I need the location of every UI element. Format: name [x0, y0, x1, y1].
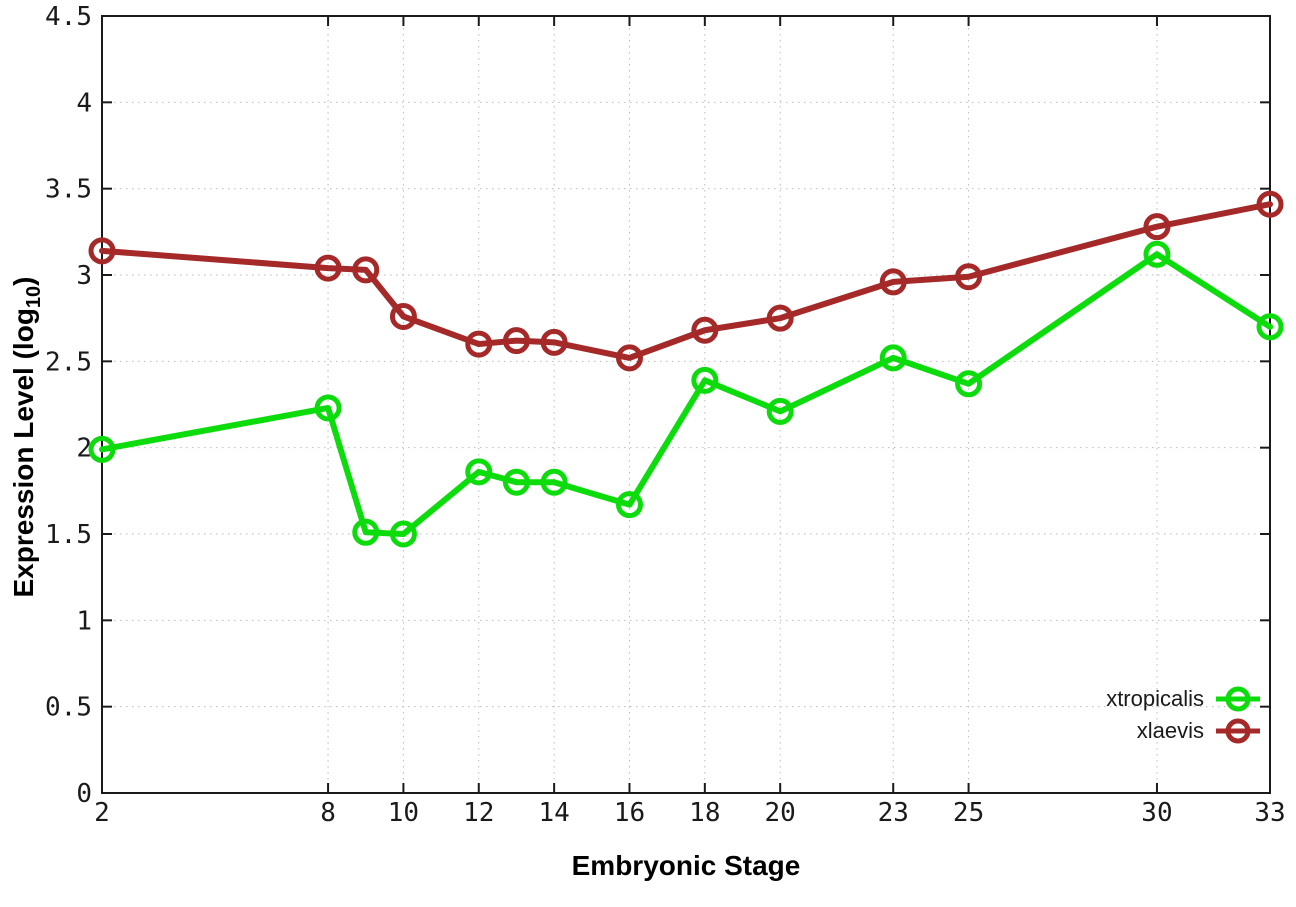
y-tick-label: 3 [76, 261, 92, 291]
x-tick-label: 10 [388, 798, 419, 828]
legend-label-xtropicalis: xtropicalis [1106, 686, 1204, 711]
data-point-xlaevis-stage-18 [691, 316, 719, 344]
x-tick-label: 23 [878, 798, 909, 828]
data-point-xtropicalis-stage-18 [691, 366, 719, 394]
y-tick-label: 2.5 [45, 347, 92, 377]
series-line-xtropicalis [99, 251, 1273, 537]
data-point-xtropicalis-stage-9 [352, 518, 380, 546]
series-xtropicalis [88, 240, 1284, 548]
data-point-xlaevis-stage-25 [955, 263, 983, 291]
x-tick-label: 25 [953, 798, 984, 828]
data-point-xlaevis-stage-16 [615, 344, 643, 372]
x-axis-title: Embryonic Stage [571, 850, 801, 881]
y-tick-label: 3.5 [45, 175, 92, 205]
legend-marker-xtropicalis [1216, 686, 1260, 712]
tick-labels: 2 8 10 12 14 16 18 20 23 25 30 33 0 0.5 1 1.5 2 2.5 3 3.5 4 4… [45, 2, 1286, 828]
data-point-xlaevis-stage-10 [389, 302, 417, 330]
y-axis-title-text: Expression Level (log [8, 308, 40, 598]
y-tick-label: 1 [76, 606, 92, 636]
data-point-xtropicalis-stage-10 [389, 520, 417, 548]
x-tick-label: 18 [689, 798, 720, 828]
data-point-xlaevis-stage-8 [314, 254, 342, 282]
data-point-xlaevis-stage-23 [879, 268, 907, 296]
data-point-xlaevis-stage-20 [766, 304, 794, 332]
x-tick-label: 33 [1254, 798, 1285, 828]
legend-label-xlaevis: xlaevis [1136, 718, 1204, 743]
data-point-xtropicalis-stage-13 [502, 468, 530, 496]
y-tick-label: 0 [76, 779, 92, 809]
series-line-xlaevis [99, 201, 1273, 361]
y-axis-title-suffix: ) [8, 276, 40, 286]
data-point-xlaevis-stage-9 [352, 256, 380, 284]
data-point-xlaevis-stage-30 [1143, 213, 1171, 241]
tick-marks [101, 15, 1271, 794]
y-tick-label: 4 [76, 88, 92, 118]
legend: xtropicalis xlaevis [1106, 685, 1262, 745]
data-point-xtropicalis-stage-14 [540, 468, 568, 496]
x-tick-label: 12 [463, 798, 494, 828]
data-point-xtropicalis-stage-8 [314, 394, 342, 422]
plot-border [101, 15, 1271, 794]
legend-marker-xlaevis [1216, 718, 1260, 744]
data-point-xtropicalis-stage-30 [1143, 240, 1171, 268]
y-tick-label: 4.5 [45, 2, 92, 32]
y-axis-title: Expression Level (log10) [8, 277, 46, 598]
y-axis-title-subscript: 10 [22, 285, 45, 309]
data-point-xtropicalis-stage-25 [955, 370, 983, 398]
data-point-xtropicalis-stage-33 [1256, 313, 1284, 341]
data-point-xlaevis-stage-2 [88, 237, 116, 265]
data-point-xtropicalis-stage-16 [615, 491, 643, 519]
data-point-xtropicalis-stage-2 [88, 435, 116, 463]
gridlines [101, 15, 1271, 794]
data-point-xtropicalis-stage-23 [879, 344, 907, 372]
data-point-xtropicalis-stage-12 [465, 458, 493, 486]
legend-entry-xlaevis: xlaevis [1137, 717, 1262, 745]
series-xlaevis [88, 190, 1284, 372]
data-point-xlaevis-stage-12 [465, 330, 493, 358]
data-point-xtropicalis-stage-20 [766, 397, 794, 425]
x-tick-label: 20 [765, 798, 796, 828]
y-tick-label: 0.5 [45, 693, 92, 723]
y-tick-label: 2 [76, 434, 92, 464]
x-tick-label: 14 [538, 798, 569, 828]
x-tick-label: 2 [94, 798, 110, 828]
x-tick-label: 30 [1141, 798, 1172, 828]
data-point-xlaevis-stage-33 [1256, 190, 1284, 218]
legend-point-sample [1225, 718, 1251, 744]
data-point-xlaevis-stage-14 [540, 328, 568, 356]
legend-entry-xtropicalis: xtropicalis [1106, 685, 1262, 713]
y-tick-label: 1.5 [45, 520, 92, 550]
x-tick-label: 16 [614, 798, 645, 828]
x-tick-label: 8 [320, 798, 336, 828]
data-point-xlaevis-stage-13 [502, 327, 530, 355]
legend-point-sample [1225, 686, 1251, 712]
